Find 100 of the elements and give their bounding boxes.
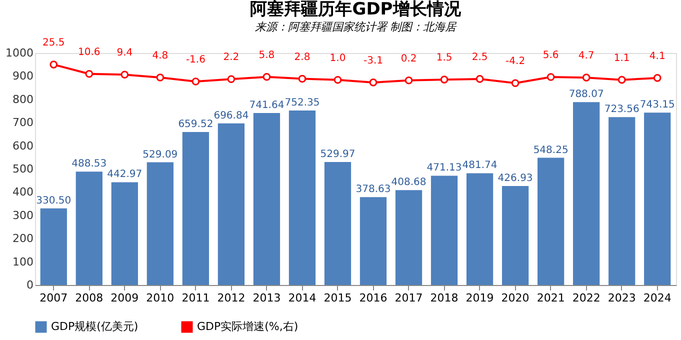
data-label: 723.56 <box>604 104 640 116</box>
x-tick-label: 2023 <box>608 292 636 304</box>
data-label: 481.74 <box>462 160 498 172</box>
data-label: 488.53 <box>72 158 107 170</box>
data-label: 25.5 <box>42 38 65 49</box>
point <box>404 76 413 84</box>
data-label: 0.2 <box>400 53 417 64</box>
point <box>262 72 271 81</box>
bar <box>40 208 67 285</box>
data-label: 743.15 <box>640 100 675 111</box>
data-label: 10.6 <box>78 46 100 58</box>
data-label: 1.5 <box>436 52 452 64</box>
x-tick-label: 2007 <box>40 292 68 304</box>
data-label: 1.0 <box>330 52 346 64</box>
point <box>546 73 555 81</box>
x-tick-label: 2009 <box>110 292 139 304</box>
data-label: 741.64 <box>249 100 284 111</box>
x-tick-label: 2017 <box>394 292 423 304</box>
x-tick-label: 2008 <box>75 292 104 304</box>
bar <box>76 172 102 285</box>
data-label: 5.6 <box>542 50 559 62</box>
data-label: 9.4 <box>116 48 133 59</box>
data-label: 4.7 <box>578 50 594 62</box>
x-tick-label: 2024 <box>643 292 672 304</box>
x-tick-label: 2018 <box>430 292 458 304</box>
data-label: 2.5 <box>472 52 488 63</box>
y-tick-label: 400 <box>12 186 34 199</box>
x-tick-label: 2013 <box>252 292 281 304</box>
y-tick-label: 900 <box>12 70 34 83</box>
x-tick-label: 2016 <box>359 292 388 304</box>
point <box>50 60 58 68</box>
point <box>582 74 590 82</box>
x-tick-label: 2019 <box>466 292 494 304</box>
bar <box>573 102 600 285</box>
point <box>440 76 448 84</box>
chart-title: 阿塞拜疆历年GDP增长情况 <box>250 0 462 20</box>
y-tick-label: 200 <box>12 232 34 246</box>
data-label: 548.25 <box>533 144 568 156</box>
data-label: 2.2 <box>223 52 240 64</box>
data-label: 529.97 <box>320 149 356 160</box>
x-tick-label: 2012 <box>217 292 246 304</box>
y-tick-label: 700 <box>12 116 34 130</box>
data-label: 696.84 <box>214 110 249 122</box>
x-tick-label: 2022 <box>572 292 600 304</box>
data-label: 471.13 <box>426 162 462 174</box>
chart-subtitle: 来源：阿塞拜疆国家统计署 制图：北海居 <box>254 20 458 34</box>
bar <box>466 173 494 285</box>
y-tick-label: 600 <box>12 139 34 152</box>
bar <box>502 186 529 285</box>
data-label: 378.63 <box>356 184 391 196</box>
data-label: 4.1 <box>649 50 666 62</box>
bar <box>538 158 564 285</box>
data-label: 408.68 <box>391 177 426 188</box>
bar <box>644 112 671 285</box>
point <box>227 75 236 84</box>
point <box>298 74 306 83</box>
y-tick-label: 300 <box>12 208 34 222</box>
point <box>156 74 164 82</box>
data-label: 5.8 <box>258 50 275 61</box>
data-label: -3.1 <box>364 55 384 66</box>
data-label: 529.09 <box>142 149 178 160</box>
point <box>192 78 200 86</box>
point <box>120 70 129 79</box>
bar <box>430 176 458 285</box>
point <box>334 76 342 84</box>
bar <box>111 182 138 285</box>
bar <box>218 123 245 285</box>
point <box>369 78 378 86</box>
x-tick-label: 2011 <box>182 292 210 304</box>
legend-label: GDP实际增速(%,右) <box>197 320 298 333</box>
x-tick-label: 2014 <box>288 292 316 304</box>
y-tick-label: 500 <box>12 162 34 176</box>
bar <box>395 190 422 285</box>
y-tick-label: 100 <box>12 255 34 268</box>
data-label: 2.8 <box>294 52 310 63</box>
bar <box>360 197 387 285</box>
bar <box>146 162 174 285</box>
bar <box>288 110 316 285</box>
bar <box>324 162 352 285</box>
point <box>85 70 94 78</box>
y-tick-label: 0 <box>26 278 34 292</box>
x-tick-label: 2020 <box>501 292 530 304</box>
data-label: -1.6 <box>186 54 206 66</box>
data-label: 1.1 <box>614 52 630 64</box>
y-tick-label: 1000 <box>6 46 34 60</box>
x-tick-label: 2010 <box>146 292 174 304</box>
bar <box>182 132 210 285</box>
bar <box>253 112 280 285</box>
bar <box>608 117 636 285</box>
x-tick-label: 2015 <box>324 292 352 304</box>
data-label: 4.8 <box>152 50 168 62</box>
data-label: 442.97 <box>107 169 142 180</box>
data-label: 788.07 <box>568 89 604 100</box>
data-label: -4.2 <box>506 56 526 68</box>
x-tick-label: 2021 <box>536 292 565 304</box>
point <box>511 79 520 88</box>
data-label: 659.52 <box>178 118 214 130</box>
point <box>653 74 662 82</box>
y-tick-label: 800 <box>12 92 34 106</box>
legend-label: GDP规模(亿美元) <box>51 320 138 333</box>
